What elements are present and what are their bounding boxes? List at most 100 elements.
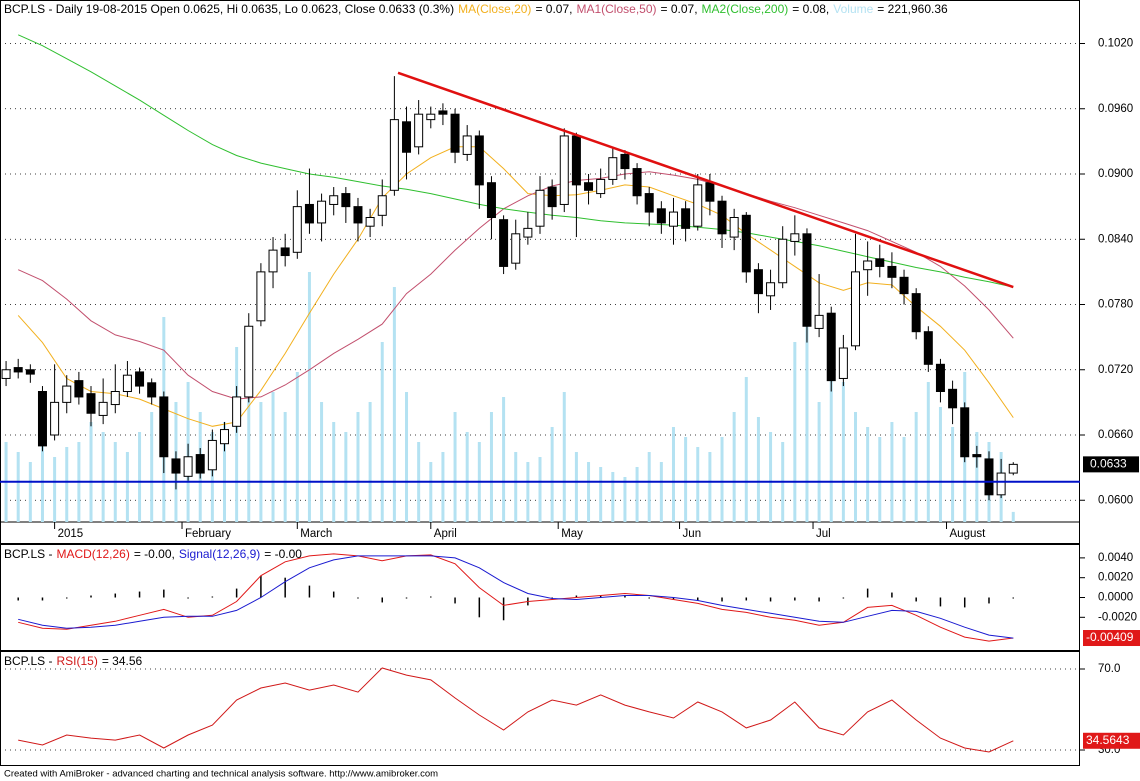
candle-body — [486, 182, 496, 218]
y-tick-label: 0.0000 — [1098, 592, 1133, 604]
macd-pane-frame — [0, 544, 1080, 651]
candle-body — [86, 393, 96, 414]
volume-bar — [793, 342, 797, 522]
legend-name: MA1(Close,50) — [576, 2, 656, 16]
candle-body — [280, 247, 290, 257]
candle-body — [195, 454, 205, 474]
volume-bar — [392, 287, 396, 522]
candle-body — [790, 233, 800, 242]
candle-body — [256, 271, 266, 322]
indicator-line — [18, 553, 1014, 642]
volume-bar — [732, 412, 736, 522]
candle-body — [778, 238, 788, 284]
y-tick-label: 0.0660 — [1098, 429, 1133, 441]
volume-bar — [659, 462, 663, 522]
candle-body — [644, 193, 654, 213]
candle-body — [365, 217, 375, 227]
volume-bar — [720, 437, 724, 522]
candle-body — [317, 200, 327, 224]
candle-body — [984, 458, 994, 496]
candle-body — [1008, 463, 1018, 474]
candle-body — [741, 214, 751, 273]
candle-body — [304, 203, 314, 224]
volume-bar — [332, 422, 336, 522]
candle-body — [426, 113, 436, 121]
volume-bar — [465, 432, 469, 522]
candle-body — [414, 113, 424, 148]
candle-body — [207, 439, 217, 471]
y-tick-label: 0.0900 — [1098, 168, 1133, 180]
moving-average-line — [17, 146, 1014, 427]
moving-average-line — [17, 34, 1014, 288]
volume-bar — [708, 452, 712, 522]
candle-body — [656, 208, 666, 224]
volume-bar — [975, 432, 979, 522]
volume-bar — [805, 292, 809, 522]
candle-body — [1, 369, 11, 379]
price-pane-frame — [0, 0, 1080, 544]
value-badge — [1083, 732, 1140, 749]
legend-value: = 0.08, — [792, 2, 829, 16]
candle-body — [499, 219, 509, 267]
candle-body — [547, 186, 557, 208]
volume-bar — [295, 372, 299, 522]
candle-body — [292, 206, 302, 253]
volume-bar — [902, 437, 906, 522]
volume-bar — [429, 462, 433, 522]
volume-bar — [150, 412, 154, 522]
candle-body — [341, 193, 351, 208]
legend-name: MA(Close,20) — [458, 2, 531, 16]
candle-body — [802, 233, 812, 327]
legend-value: = 221,960.36 — [877, 2, 948, 16]
candle-body — [620, 153, 630, 170]
candle-body — [135, 371, 145, 387]
candle-body — [13, 367, 23, 373]
volume-bar — [138, 432, 142, 522]
value-badge — [1083, 630, 1140, 647]
candle-body — [935, 363, 945, 392]
y-tick-label: 0.0960 — [1098, 103, 1133, 115]
trend-line — [397, 71, 1014, 289]
x-tick-label: August — [950, 528, 987, 540]
candle-body — [911, 293, 921, 333]
candle-body — [632, 168, 642, 197]
volume-bar — [696, 447, 700, 522]
candle-body — [25, 369, 35, 375]
volume-bar — [866, 427, 870, 522]
volume-bar — [502, 397, 506, 522]
volume-bar — [356, 412, 360, 522]
candle-body — [766, 282, 776, 297]
volume-bar — [101, 432, 105, 522]
volume-bar — [40, 427, 44, 522]
volume-bar — [854, 412, 858, 522]
moving-average-line — [17, 171, 1014, 400]
candle-body — [668, 211, 678, 227]
volume-bar — [307, 272, 311, 522]
candle-body — [875, 258, 885, 267]
candle-body — [389, 119, 399, 191]
volume-bar — [368, 402, 372, 522]
volume-bar — [538, 457, 542, 522]
candle-body — [171, 458, 181, 474]
candle-body — [98, 401, 108, 416]
volume-bar — [756, 417, 760, 522]
value-badge-label: -0.00409 — [1086, 630, 1134, 644]
candle-body — [147, 382, 157, 398]
candle-body — [863, 260, 873, 271]
candle-body — [923, 331, 933, 365]
candle-body — [219, 429, 229, 445]
candle-body — [535, 189, 545, 227]
candle-body — [474, 135, 484, 186]
candle-body — [462, 135, 472, 155]
candle-body — [62, 385, 72, 403]
footer: Created with AmiBroker - advanced charti… — [4, 769, 438, 780]
volume-bar — [635, 467, 639, 522]
volume-bar — [623, 477, 627, 522]
volume-bar — [65, 447, 69, 522]
x-tick-label: Jul — [816, 528, 831, 540]
legend-value: = -0.00, — [134, 547, 175, 561]
candle-body — [122, 374, 132, 392]
volume-bar — [489, 412, 493, 522]
volume-bar — [441, 452, 445, 522]
candle-body — [377, 195, 387, 216]
